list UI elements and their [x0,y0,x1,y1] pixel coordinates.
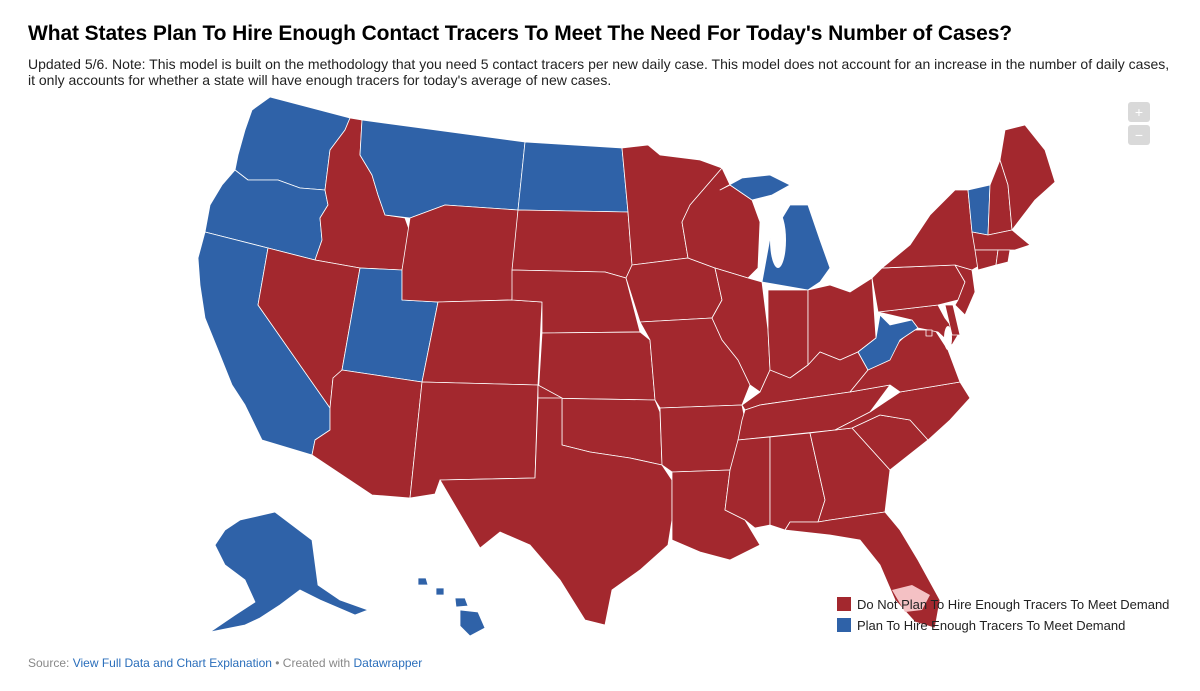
credit-separator: • Created with [271,656,354,670]
legend-swatch-not-plan [837,597,851,611]
zoom-out-button[interactable]: − [1128,125,1150,145]
zoom-in-button[interactable]: + [1128,102,1150,122]
state-ia[interactable] [625,257,723,323]
footer: Source: View Full Data and Chart Explana… [28,656,422,670]
state-ri[interactable] [995,249,1011,266]
legend-item-plan: Plan To Hire Enough Tracers To Meet Dema… [837,615,1169,635]
florida-highlight [892,585,930,612]
us-choropleth-map [0,90,1200,650]
source-link[interactable]: View Full Data and Chart Explanation [72,656,272,670]
state-wy[interactable] [401,204,519,303]
state-nd[interactable] [517,141,629,213]
state-dc[interactable] [925,329,933,337]
legend-label-not-plan: Do Not Plan To Hire Enough Tracers To Me… [857,596,1170,612]
state-me[interactable] [999,124,1056,231]
state-il[interactable] [711,267,771,393]
state-sd[interactable] [511,209,633,279]
chart-subtitle: Updated 5/6. Note: This model is built o… [28,56,1170,88]
state-ks[interactable] [537,331,656,401]
state-co[interactable] [421,299,543,386]
state-nc[interactable] [834,381,971,441]
state-wi[interactable] [681,167,761,279]
state-vt[interactable] [967,184,991,236]
legend-label-plan: Plan To Hire Enough Tracers To Meet Dema… [857,617,1126,633]
state-de[interactable] [944,304,961,336]
chart-title: What States Plan To Hire Enough Contact … [28,22,1013,45]
state-md[interactable] [877,304,959,346]
state-in[interactable] [767,289,809,383]
source-prefix: Source: [28,656,73,670]
map-svg [197,96,1056,637]
state-hi[interactable] [417,577,486,637]
state-tx[interactable] [439,397,673,626]
state-nj[interactable] [954,264,976,316]
chesapeake-bay [944,326,952,350]
legend: Do Not Plan To Hire Enough Tracers To Me… [837,594,1169,636]
state-mt[interactable] [359,119,526,219]
datawrapper-link[interactable]: Datawrapper [353,656,423,670]
legend-swatch-plan [837,618,851,632]
lake-michigan [770,212,786,268]
legend-item-not-plan: Do Not Plan To Hire Enough Tracers To Me… [837,594,1169,614]
state-ct[interactable] [974,249,999,271]
state-ak[interactable] [209,511,369,633]
